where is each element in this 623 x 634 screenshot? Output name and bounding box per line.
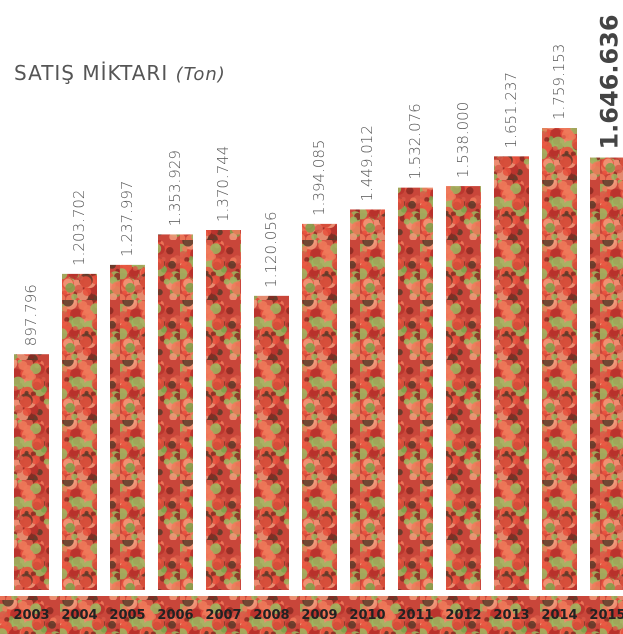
- x-tick-label: 2010: [349, 608, 385, 623]
- value-label: 1.646.636: [596, 14, 623, 149]
- value-label: 1.120.056: [262, 212, 280, 288]
- x-tick-label: 2006: [157, 608, 193, 623]
- value-label: 1.203.702: [70, 190, 88, 266]
- bar: [494, 156, 529, 590]
- chart-title: SATIŞ MİKTARI (Ton): [14, 61, 226, 85]
- value-label: 1.353.929: [166, 150, 184, 226]
- bar: [254, 295, 289, 590]
- x-tick-label: 2007: [205, 608, 241, 623]
- value-label: 1.759.153: [550, 44, 568, 120]
- texture-strip: [0, 596, 623, 634]
- x-tick-label: 2005: [109, 608, 145, 623]
- value-label: 1.538.000: [454, 102, 472, 178]
- bar: [542, 128, 577, 590]
- bar: [350, 209, 385, 590]
- x-tick-label: 2008: [253, 608, 289, 623]
- bar: [14, 354, 49, 590]
- value-label: 897.796: [22, 284, 40, 346]
- bar: [302, 223, 337, 590]
- x-tick-label: 2011: [397, 608, 433, 623]
- bar: [446, 186, 481, 590]
- bar: [110, 264, 145, 590]
- title: SATIŞ MİKTARI: [14, 61, 168, 85]
- x-tick-label: 2009: [301, 608, 337, 623]
- x-tick-label: 2015: [589, 608, 623, 623]
- x-tick-label: 2014: [541, 608, 577, 623]
- bar: [398, 187, 433, 590]
- value-label: 1.394.085: [310, 140, 328, 216]
- bar: [590, 157, 623, 590]
- x-tick-label: 2012: [445, 608, 481, 623]
- bar: [158, 234, 193, 590]
- x-tick-label: 2003: [13, 608, 49, 623]
- value-label: 1.651.237: [502, 72, 520, 148]
- value-label: 1.449.012: [358, 125, 376, 201]
- subtitle: (Ton): [176, 64, 226, 85]
- value-label: 1.370.744: [214, 146, 232, 222]
- value-label: 1.532.076: [406, 103, 424, 179]
- x-tick-label: 2013: [493, 608, 529, 623]
- bar: [206, 230, 241, 590]
- x-tick-label: 2004: [61, 608, 97, 623]
- value-label: 1.237.997: [118, 181, 136, 257]
- bar: [62, 273, 97, 590]
